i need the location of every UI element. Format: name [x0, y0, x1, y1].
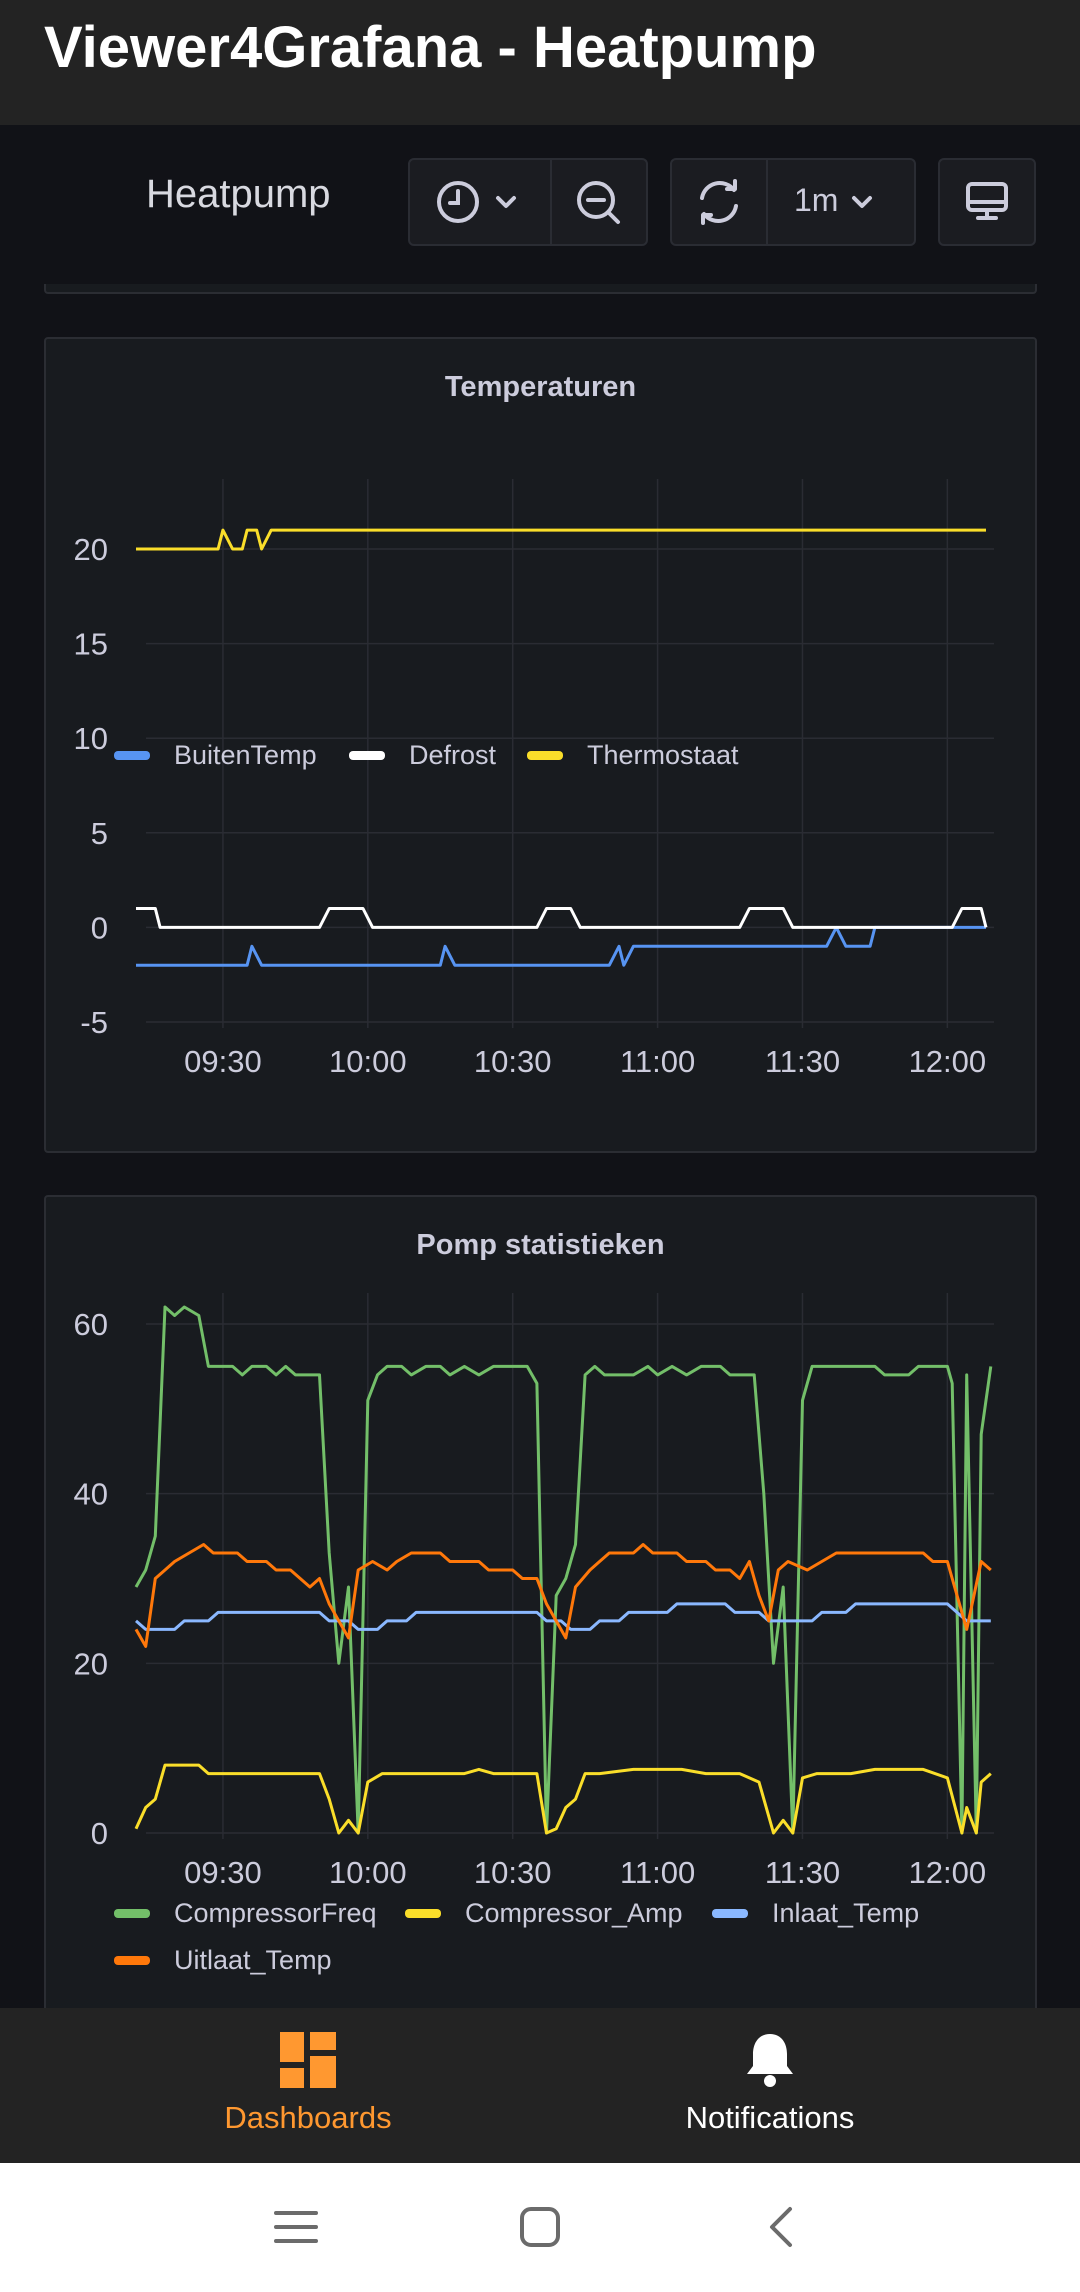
legend-label: BuitenTemp	[174, 740, 317, 770]
nav-notifications[interactable]: Notifications	[616, 2008, 924, 2163]
x-tick-label: 10:00	[329, 1044, 407, 1079]
legend-swatch	[405, 1909, 441, 1918]
legend-item[interactable]: Compressor_Amp	[405, 1898, 683, 1928]
series-line-buitentemp[interactable]	[136, 925, 986, 967]
y-tick-label: 40	[74, 1477, 108, 1512]
x-tick-label: 10:00	[329, 1855, 407, 1890]
nav-dashboards-label: Dashboards	[224, 2100, 392, 2135]
legend-item[interactable]: Inlaat_Temp	[712, 1898, 919, 1928]
home-icon[interactable]	[510, 2197, 570, 2257]
series-line-compressor-amp[interactable]	[134, 1763, 992, 1835]
recents-icon[interactable]	[266, 2197, 326, 2257]
back-icon[interactable]	[752, 2197, 812, 2257]
legend-swatch	[114, 1909, 150, 1918]
refresh-interval-value: 1m	[794, 182, 839, 218]
legend-item[interactable]: CompressorFreq	[114, 1898, 377, 1928]
legend-swatch	[114, 751, 150, 760]
legend-label: CompressorFreq	[174, 1898, 377, 1928]
x-tick-label: 11:30	[765, 1044, 840, 1079]
x-tick-label: 11:30	[765, 1855, 840, 1890]
y-tick-label: 20	[74, 1646, 108, 1681]
panel-title: Temperaturen	[444, 371, 637, 403]
panel-pomp-statistieken: Pomp statistieken 09:30 10:00 10:30 11:00 11…	[44, 1195, 1037, 2015]
panel-temperaturen: Temperaturen 09:30 10:00 10:30 11:00 11:30 12…	[44, 337, 1037, 1153]
series-line-inlaat-temp[interactable]	[135, 1602, 991, 1631]
x-tick-label: 12:00	[909, 1044, 987, 1079]
temperature-chart: 09:30 10:00 10:30 11:00 11:30 12:00 20 15 10 5 0 -5…	[74, 479, 994, 1079]
legend-swatch	[527, 751, 563, 760]
refresh-icon	[700, 179, 738, 225]
y-tick-label: 0	[91, 1816, 108, 1851]
clock-icon	[437, 181, 516, 223]
legend-swatch	[349, 751, 385, 760]
time-range-group	[408, 158, 648, 246]
panel-previous	[44, 284, 1037, 294]
series-line-thermostaat[interactable]	[136, 528, 986, 551]
app-bar: Viewer4Grafana - Heatpump	[0, 0, 1080, 125]
legend-label: Uitlaat_Temp	[174, 1945, 332, 1975]
legend-label: Inlaat_Temp	[772, 1898, 919, 1928]
nav-dashboards[interactable]: Dashboards	[154, 2008, 462, 2163]
chevron-down-icon	[852, 196, 872, 208]
system-navigation-bar	[0, 2163, 1080, 2292]
legend-item[interactable]: Defrost	[349, 740, 497, 770]
series-line-compressorfreq[interactable]	[134, 1305, 993, 1835]
legend-label: Defrost	[409, 740, 497, 770]
legend-item[interactable]: Uitlaat_Temp	[114, 1945, 332, 1975]
x-tick-label: 10:30	[474, 1044, 552, 1079]
x-tick-label: 10:30	[474, 1855, 552, 1890]
nav-notifications-label: Notifications	[685, 2100, 855, 2135]
dashboards-icon	[280, 2032, 336, 2088]
legend-item[interactable]: Thermostaat	[527, 740, 739, 770]
x-tick-label: 09:30	[184, 1044, 262, 1079]
series-line-uitlaat-temp[interactable]	[134, 1543, 992, 1648]
panel-title: Pomp statistieken	[416, 1229, 665, 1261]
legend-label: Thermostaat	[587, 740, 739, 770]
y-tick-label: 0	[91, 910, 108, 945]
tv-mode-button[interactable]	[938, 158, 1036, 246]
y-tick-label: 10	[74, 721, 108, 756]
x-tick-label: 09:30	[184, 1855, 262, 1890]
dashboard-title[interactable]: Heatpump	[146, 172, 331, 216]
y-tick-label: 20	[74, 532, 108, 567]
x-tick-label: 11:00	[620, 1044, 695, 1079]
bell-icon	[747, 2034, 793, 2087]
y-tick-label: 15	[74, 627, 108, 662]
time-picker-button[interactable]	[410, 160, 550, 244]
refresh-button[interactable]	[672, 160, 766, 244]
bottom-navigation: Dashboards Notifications	[0, 2008, 1080, 2163]
zoom-out-icon	[577, 181, 620, 224]
y-tick-label: -5	[80, 1005, 108, 1040]
y-tick-label: 60	[74, 1307, 108, 1342]
legend-swatch	[712, 1909, 748, 1918]
legend-label: Compressor_Amp	[465, 1898, 683, 1928]
series-line-defrost[interactable]	[136, 907, 988, 929]
pump-chart: 09:30 10:00 10:30 11:00 11:30 12:00 60 40 20 0 Com…	[74, 1293, 994, 1975]
zoom-out-button[interactable]	[552, 160, 646, 244]
x-tick-label: 11:00	[620, 1855, 695, 1890]
monitor-icon	[966, 182, 1008, 220]
x-tick-label: 12:00	[909, 1855, 987, 1890]
legend-item[interactable]: BuitenTemp	[114, 740, 317, 770]
app-title: Viewer4Grafana - Heatpump	[44, 15, 817, 80]
legend-swatch	[114, 1956, 150, 1965]
refresh-interval-picker[interactable]: 1m	[768, 160, 914, 244]
refresh-group: 1m	[670, 158, 916, 246]
y-tick-label: 5	[91, 816, 108, 851]
